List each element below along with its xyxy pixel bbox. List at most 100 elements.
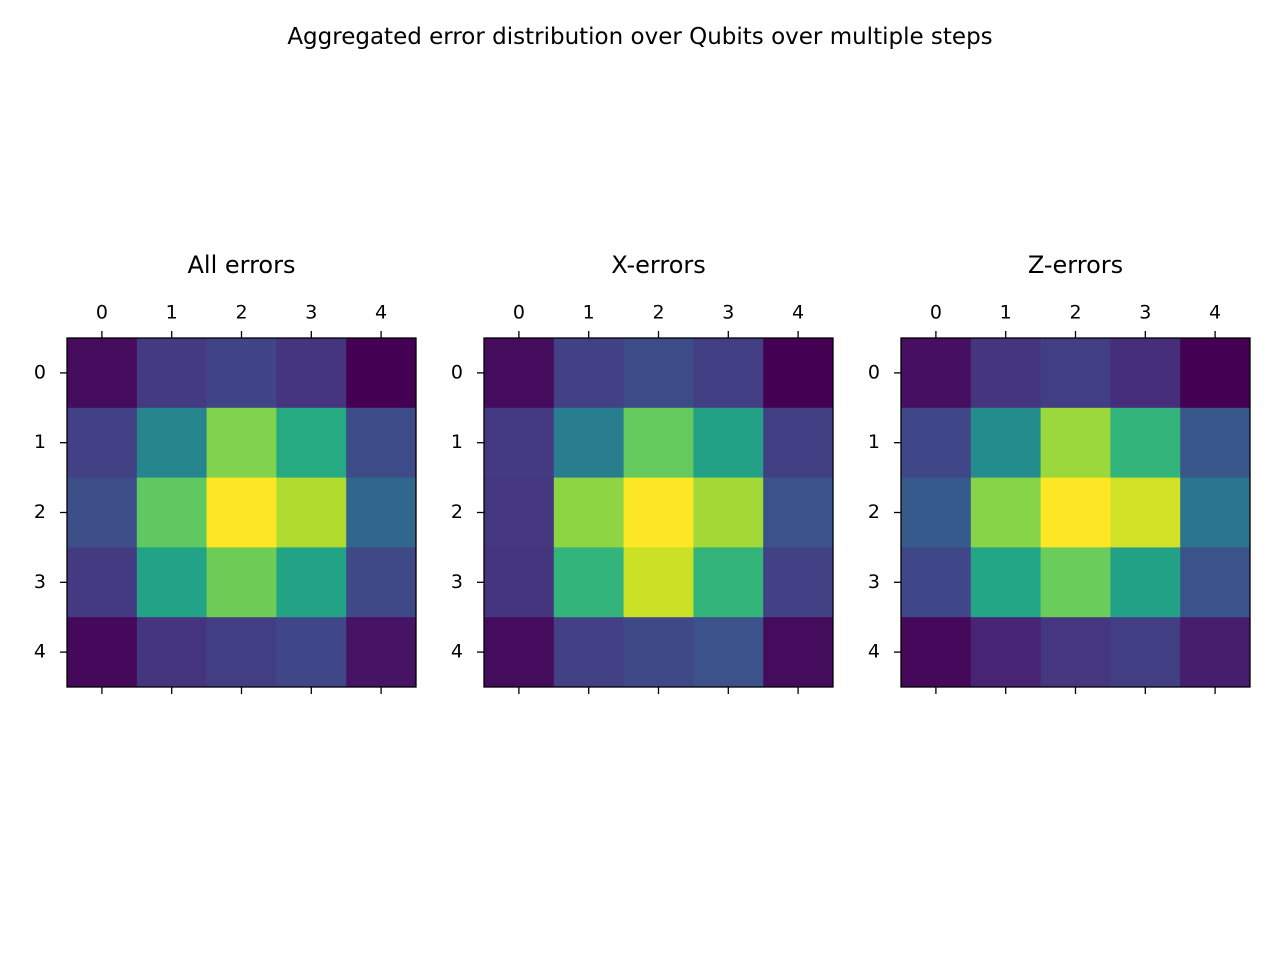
heatmap-cell-r0-c0 [67,338,138,409]
x-tick-label: 2 [235,302,247,324]
heatmap-cell-r4-c3 [693,617,764,688]
heatmap-cell-r3-c1 [970,547,1041,618]
heatmap-panel-1: All errors 0 1 2 3 4 0 1 2 3 4 [34,251,417,694]
x-tick-label: 4 [792,302,804,324]
heatmap-cell-r4-c2 [1040,617,1111,688]
y-tick-label: 1 [868,431,880,453]
y-tick-label: 2 [868,501,880,523]
heatmap-cell-r0-c3 [1110,338,1181,409]
heatmap-panel-2: X-errors 0 1 2 3 4 0 1 2 3 4 [451,251,834,694]
heatmap-cell-r0-c0 [901,338,972,409]
heatmap-cell-r2-c0 [67,477,138,548]
y-tick-label: 0 [868,361,880,383]
x-tick-label: 2 [652,302,664,324]
heatmap-cell-r1-c0 [901,407,972,478]
heatmap-cell-r4-c2 [623,617,694,688]
heatmap-cell-r2-c0 [484,477,555,548]
heatmap-cell-r0-c1 [136,338,207,409]
heatmap-cell-r1-c4 [346,407,417,478]
heatmap-cell-r4-c1 [970,617,1041,688]
heatmap-cell-r3-c1 [553,547,624,618]
heatmap-cell-r1-c0 [67,407,138,478]
y-tick-label: 1 [451,431,463,453]
panel-title: Z-errors [1028,251,1123,279]
y-tick-label: 3 [868,571,880,593]
heatmap-cell-r0-c4 [763,338,834,409]
heatmap-cell-r4-c4 [1180,617,1251,688]
heatmap-cell-r3-c3 [693,547,764,618]
heatmap-cell-r1-c1 [553,407,624,478]
heatmap-cell-r1-c1 [970,407,1041,478]
heatmap-cell-r2-c3 [276,477,347,548]
y-tick-label: 3 [451,571,463,593]
x-tick-label: 4 [1209,302,1221,324]
heatmap-cell-r1-c1 [136,407,207,478]
heatmap-cell-r0-c0 [484,338,555,409]
y-tick-label: 4 [451,641,463,663]
y-tick-label: 1 [34,431,46,453]
x-tick-label: 3 [722,302,734,324]
x-tick-label: 0 [513,302,525,324]
heatmap-cell-r3-c4 [346,547,417,618]
heatmap-cell-r2-c1 [970,477,1041,548]
heatmap-cell-r0-c4 [1180,338,1251,409]
heatmap-panel-3: Z-errors 0 1 2 3 4 0 1 2 3 4 [868,251,1251,694]
heatmap-cell-r0-c3 [276,338,347,409]
heatmap-cell-r0-c2 [1040,338,1111,409]
y-tick-label: 0 [34,361,46,383]
y-tick-label: 4 [868,641,880,663]
x-tick-label: 3 [305,302,317,324]
heatmap-cell-r1-c3 [276,407,347,478]
heatmap-cell-r1-c3 [1110,407,1181,478]
heatmap-cell-r0-c2 [623,338,694,409]
x-tick-label: 0 [930,302,942,324]
y-tick-label: 3 [34,571,46,593]
x-tick-label: 1 [583,302,595,324]
heatmap-cell-r2-c4 [763,477,834,548]
heatmap-cell-r3-c2 [623,547,694,618]
heatmap-cell-r4-c0 [484,617,555,688]
heatmap-cell-r4-c1 [553,617,624,688]
x-tick-label: 4 [375,302,387,324]
heatmap-cell-r4-c1 [136,617,207,688]
x-tick-label: 1 [1000,302,1012,324]
heatmap-cell-r1-c2 [206,407,277,478]
heatmap-cell-r0-c4 [346,338,417,409]
heatmap-cell-r1-c2 [623,407,694,478]
y-tick-label: 2 [451,501,463,523]
y-tick-label: 2 [34,501,46,523]
panel-title: All errors [188,251,296,279]
heatmap-cell-r4-c0 [67,617,138,688]
heatmap-cell-r4-c2 [206,617,277,688]
heatmap-cell-r2-c1 [553,477,624,548]
heatmap-cell-r2-c0 [901,477,972,548]
heatmap-cell-r4-c3 [276,617,347,688]
heatmap-cell-r4-c4 [763,617,834,688]
heatmap-cell-r3-c0 [901,547,972,618]
heatmap-cell-r3-c0 [484,547,555,618]
heatmap-cell-r4-c4 [346,617,417,688]
heatmap-cell-r1-c4 [1180,407,1251,478]
heatmap-cell-r0-c3 [693,338,764,409]
heatmap-cell-r2-c3 [1110,477,1181,548]
x-tick-label: 1 [166,302,178,324]
heatmap-cell-r3-c4 [1180,547,1251,618]
heatmap-cell-r1-c3 [693,407,764,478]
heatmap-cell-r3-c3 [1110,547,1181,618]
heatmap-cell-r3-c3 [276,547,347,618]
x-tick-label: 3 [1139,302,1151,324]
heatmap-cell-r2-c2 [206,477,277,548]
heatmap-cell-r1-c0 [484,407,555,478]
heatmap-cell-r0-c1 [970,338,1041,409]
heatmap-cell-r2-c2 [1040,477,1111,548]
heatmap-cell-r0-c1 [553,338,624,409]
heatmap-cell-r3-c2 [206,547,277,618]
heatmap-cell-r2-c4 [346,477,417,548]
heatmap-cell-r3-c1 [136,547,207,618]
panel-title: X-errors [611,251,706,279]
heatmap-cell-r1-c2 [1040,407,1111,478]
heatmap-cell-r3-c0 [67,547,138,618]
heatmap-cell-r0-c2 [206,338,277,409]
heatmap-cell-r2-c1 [136,477,207,548]
